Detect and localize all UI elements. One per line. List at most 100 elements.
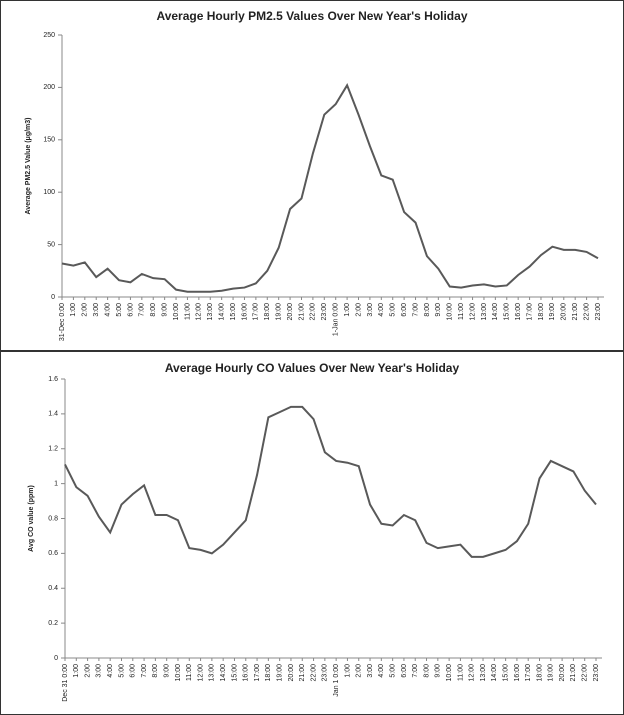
x-tick-label: 4:00 — [378, 303, 385, 317]
y-tick-label: 0 — [54, 655, 58, 662]
x-tick-label: 14:00 — [491, 664, 498, 682]
y-tick-label: 0.4 — [48, 585, 58, 592]
chart-title: Average Hourly PM2.5 Values Over New Yea… — [156, 9, 467, 23]
y-tick-label: 1.2 — [48, 446, 58, 453]
x-tick-label: 12:00 — [469, 664, 476, 682]
x-tick-label: 21:00 — [299, 664, 306, 682]
y-tick-label: 150 — [43, 137, 55, 144]
x-tick-label: 14:00 — [220, 664, 227, 682]
x-tick-label: 13:00 — [480, 664, 487, 682]
line — [64, 405, 597, 558]
x-tick-label: 6:00 — [401, 303, 408, 317]
x-tick-label: 19:00 — [276, 303, 283, 321]
x-tick-label: 15:00 — [502, 664, 509, 682]
x-tick-label: 8:00 — [150, 303, 157, 317]
x-tick-label: 3:00 — [93, 303, 100, 317]
x-tick-label: 10:00 — [175, 664, 182, 682]
y-tick-label: 200 — [43, 84, 55, 91]
x-tick-label: 11:00 — [186, 664, 193, 681]
x-tick-label: 23:00 — [593, 664, 600, 682]
x-tick-label: 4:00 — [104, 303, 111, 317]
x-tick-label: 7:00 — [412, 303, 419, 317]
x-tick-label: 15:00 — [231, 664, 238, 682]
x-tick-label: 3:00 — [96, 664, 103, 678]
x-tick-label: 21:00 — [570, 664, 577, 682]
chart-title: Average Hourly CO Values Over New Year's… — [165, 361, 460, 375]
x-tick-label: 6:00 — [401, 664, 408, 678]
x-tick-label: 19:00 — [549, 303, 556, 321]
x-tick-label: 15:00 — [504, 303, 511, 321]
x-tick-label: 5:00 — [389, 664, 396, 678]
x-tick-label: 19:00 — [277, 664, 284, 682]
x-tick-label: 17:00 — [525, 664, 532, 682]
x-tick-label: 8:00 — [152, 664, 159, 678]
y-tick-label: 1.6 — [48, 376, 58, 383]
x-tick-label: 1-Jan 0:00 — [333, 303, 340, 336]
x-tick-label: 12:00 — [469, 303, 476, 321]
x-tick-label: 5:00 — [116, 303, 123, 317]
x-tick-label: 20:00 — [561, 303, 568, 321]
y-axis-label: Average PM2.5 Value (μg/m3) — [25, 117, 32, 214]
x-tick-label: 22:00 — [583, 303, 590, 321]
x-tick-label: 7:00 — [141, 664, 148, 678]
x-tick-label: 21:00 — [572, 303, 579, 321]
x-tick-label: 2:00 — [355, 303, 362, 317]
x-tick-label: 12:00 — [197, 664, 204, 682]
x-tick-label: 13:00 — [207, 303, 214, 321]
x-tick-label: 2:00 — [356, 664, 363, 678]
x-tick-label: 8:00 — [424, 303, 431, 317]
x-tick-label: 20:00 — [559, 664, 566, 682]
panel — [0, 0, 624, 351]
x-tick-label: 3:00 — [367, 303, 374, 317]
panel — [0, 351, 624, 715]
x-tick-label: 18:00 — [264, 303, 271, 321]
x-tick-label: Jan 1 0:00 — [333, 664, 340, 697]
x-tick-label: 6:00 — [127, 303, 134, 317]
x-tick-label: 22:00 — [310, 664, 317, 682]
x-tick-label: 4:00 — [378, 664, 385, 678]
x-tick-label: 17:00 — [254, 664, 261, 682]
x-tick-label: 23:00 — [595, 303, 602, 321]
x-tick-label: 4:00 — [107, 664, 114, 678]
x-tick-label: 14:00 — [492, 303, 499, 321]
x-tick-label: 22:00 — [310, 303, 317, 321]
y-axis-label: Avg CO value (ppm) — [28, 485, 35, 552]
x-tick-label: 18:00 — [536, 664, 543, 682]
x-tick-label: 23:00 — [321, 303, 328, 321]
x-tick-label: 13:00 — [209, 664, 216, 682]
x-tick-label: 9:00 — [161, 303, 168, 317]
y-tick-label: 0.2 — [48, 620, 58, 627]
x-tick-label: 2:00 — [82, 303, 89, 317]
x-tick-label: 11:00 — [458, 303, 465, 320]
x-tick-label: 18:00 — [265, 664, 272, 682]
x-tick-label: 2:00 — [84, 664, 91, 678]
x-tick-label: 11:00 — [457, 664, 464, 681]
y-tick-label: 0 — [51, 294, 55, 301]
x-tick-label: 5:00 — [390, 303, 397, 317]
x-tick-label: 8:00 — [423, 664, 430, 678]
x-tick-label: 18:00 — [538, 303, 545, 321]
x-tick-label: 6:00 — [130, 664, 137, 678]
x-tick-label: 10:00 — [173, 303, 180, 321]
x-tick-label: 12:00 — [196, 303, 203, 321]
x-tick-label: 17:00 — [253, 303, 260, 321]
x-tick-label: 31-Dec 0:00 — [59, 303, 66, 341]
x-tick-label: Dec 31 0:00 — [62, 664, 69, 702]
x-tick-label: 17:00 — [526, 303, 533, 321]
x-tick-label: 5:00 — [118, 664, 125, 678]
x-tick-label: 7:00 — [412, 664, 419, 678]
x-tick-label: 9:00 — [435, 664, 442, 678]
x-tick-label: 16:00 — [514, 664, 521, 682]
y-tick-label: 0.8 — [48, 515, 58, 522]
x-tick-label: 10:00 — [447, 303, 454, 321]
y-tick-label: 50 — [47, 241, 55, 248]
x-tick-label: 20:00 — [288, 664, 295, 682]
x-tick-label: 3:00 — [367, 664, 374, 678]
x-tick-label: 20:00 — [287, 303, 294, 321]
x-tick-label: 9:00 — [435, 303, 442, 317]
x-tick-label: 21:00 — [298, 303, 305, 321]
y-tick-label: 1 — [54, 480, 58, 487]
y-tick-label: 250 — [43, 32, 55, 39]
x-tick-label: 10:00 — [446, 664, 453, 682]
x-tick-label: 16:00 — [241, 303, 248, 321]
